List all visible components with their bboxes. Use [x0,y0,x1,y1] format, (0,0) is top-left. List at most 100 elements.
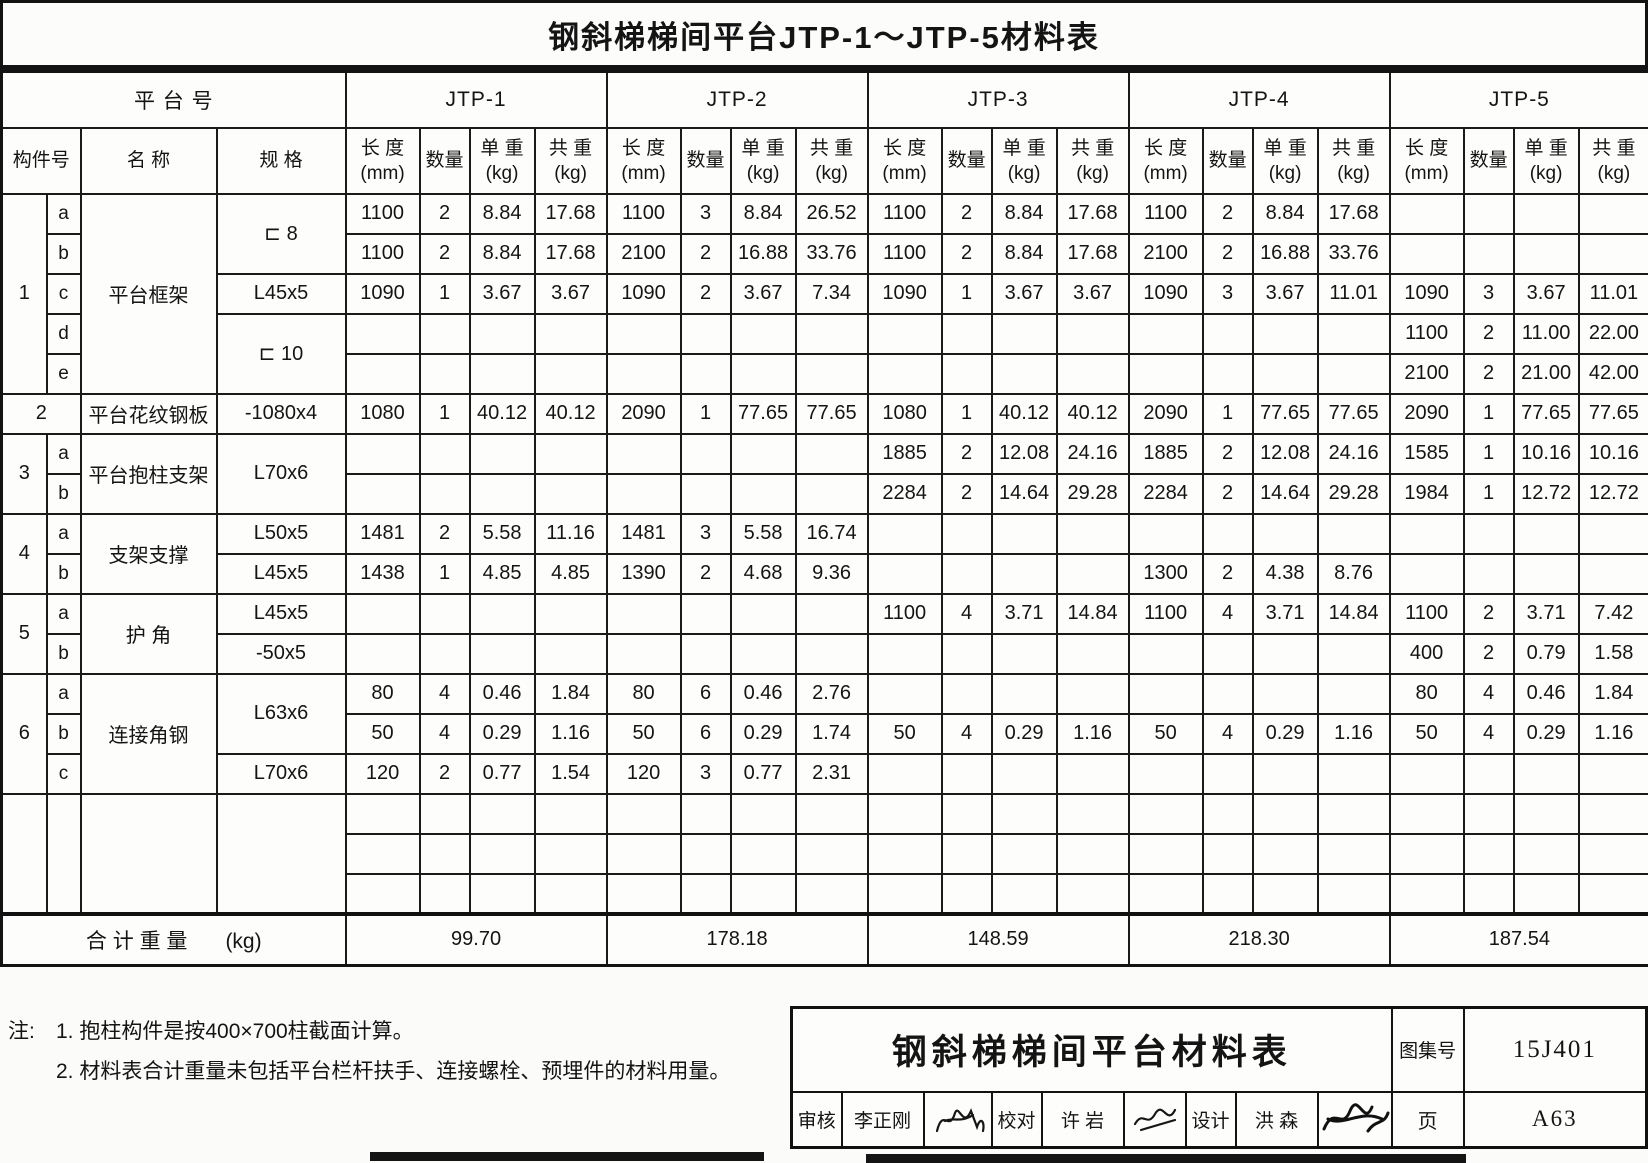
cell-length: 50 [344,712,421,755]
cell-qty: 2 [418,192,471,235]
cell-length [866,632,943,675]
cell-length [344,632,421,675]
cell-total-weight: 8.76 [1316,552,1391,595]
cell-qty [940,752,993,795]
cell-unit-weight [468,472,536,515]
col-header-length: 长 度 (mm) [1127,126,1204,195]
cell-unit-weight: 8.84 [468,192,536,235]
cell-qty: 6 [679,712,732,755]
cell-length [1127,312,1204,355]
cell-length [1388,552,1465,595]
cell-qty: 6 [679,672,732,715]
cell-qty [679,592,732,635]
empty-cell [344,832,421,875]
empty-cell [794,872,869,915]
cell-unit-weight [990,632,1058,675]
total-jtp-1: 99.70 [344,911,608,966]
cell-length: 1100 [1388,312,1465,355]
empty-cell [418,872,471,915]
col-header-length: 长 度 (mm) [866,126,943,195]
empty-cell [1512,792,1580,835]
cell-total-weight: 11.01 [1316,272,1391,315]
cell-unit-weight: 8.84 [990,192,1058,235]
cell-unit-weight: 77.65 [1512,392,1580,435]
cell-total-weight [1055,752,1130,795]
empty-cell [679,832,732,875]
cell-qty: 2 [679,232,732,275]
title-block-row: 审核 李正刚 校对 许 岩 设计 洪 森 页 A63 [790,1090,1648,1149]
component-spec: ⊏ 8 [215,192,347,275]
audit-signature-icon [922,1090,993,1149]
total-jtp-3: 148.59 [866,911,1130,966]
empty-cell [1388,792,1465,835]
empty-cell [1251,792,1319,835]
cell-total-weight: 42.00 [1577,352,1648,395]
cell-qty [940,512,993,555]
cell-length: 1100 [1127,192,1204,235]
cell-length [1388,192,1465,235]
cell-qty [1462,232,1515,275]
empty-cell [215,792,347,915]
check-label: 校对 [990,1090,1043,1149]
component-letter: a [45,432,82,475]
cell-qty: 4 [418,712,471,755]
cell-total-weight: 77.65 [1577,392,1648,435]
cell-unit-weight [1512,192,1580,235]
cell-length [866,352,943,395]
cell-qty: 4 [940,712,993,755]
page-number-value: A63 [1462,1090,1648,1149]
table-row: 6 a 连接角钢 L63x6 80 4 0.46 1.84 80 6 0.46 2.76 8… [0,672,1648,795]
empty-cell [729,872,797,915]
cell-unit-weight: 16.88 [1251,232,1319,275]
cell-total-weight [1316,352,1391,395]
cell-qty: 2 [1201,192,1254,235]
cell-total-weight [533,352,608,395]
component-spec: -50x5 [215,632,347,675]
cell-length [605,352,682,395]
cell-length: 1390 [605,552,682,595]
cell-total-weight: 24.16 [1316,432,1391,475]
empty-cell [0,792,48,915]
cell-length: 1481 [344,512,421,555]
audit-name: 李正刚 [840,1090,925,1149]
cell-qty [418,352,471,395]
table-row: 5 a 护 角 L45x5 1100 4 3.71 14.84 1100 4 3.71 14… [0,592,1648,675]
cell-unit-weight: 8.84 [990,232,1058,275]
cell-qty [679,472,732,515]
cell-unit-weight: 0.46 [468,672,536,715]
cell-length: 80 [1388,672,1465,715]
empty-cell [679,872,732,915]
empty-cell [990,792,1058,835]
empty-cell [605,832,682,875]
cell-total-weight: 1.54 [533,752,608,795]
title-block-row: 钢斜梯梯间平台材料表 图集号 15J401 [790,1006,1648,1093]
cell-qty: 2 [940,472,993,515]
cell-total-weight [794,472,869,515]
cell-total-weight: 1.16 [1055,712,1130,755]
cell-qty: 2 [1462,312,1515,355]
note-line-2: 2. 材料表合计重量未包括平台栏杆扶手、连接螺栓、预埋件的材料用量。 [8,1052,730,1092]
cell-length [1388,752,1465,795]
check-signature-icon [1122,1090,1187,1149]
cell-length: 50 [866,712,943,755]
cell-total-weight: 33.76 [794,232,869,275]
empty-cell [1512,832,1580,875]
empty-cell [729,792,797,835]
cell-total-weight [533,312,608,355]
empty-cell [940,872,993,915]
cell-length [344,312,421,355]
cell-unit-weight [1251,632,1319,675]
cell-length: 1100 [866,232,943,275]
cell-total-weight [1577,192,1648,235]
cell-total-weight [1055,552,1130,595]
empty-cell [533,872,608,915]
cell-unit-weight: 0.29 [1512,712,1580,755]
design-signature-icon [1316,1090,1393,1149]
cell-length [344,432,421,475]
scan-artifact-bar [370,1152,764,1161]
col-header-total-weight: 共 重 (kg) [794,126,869,195]
cell-total-weight: 12.72 [1577,472,1648,515]
cell-qty: 2 [418,232,471,275]
cell-length: 2284 [1127,472,1204,515]
cell-total-weight: 77.65 [794,392,869,435]
